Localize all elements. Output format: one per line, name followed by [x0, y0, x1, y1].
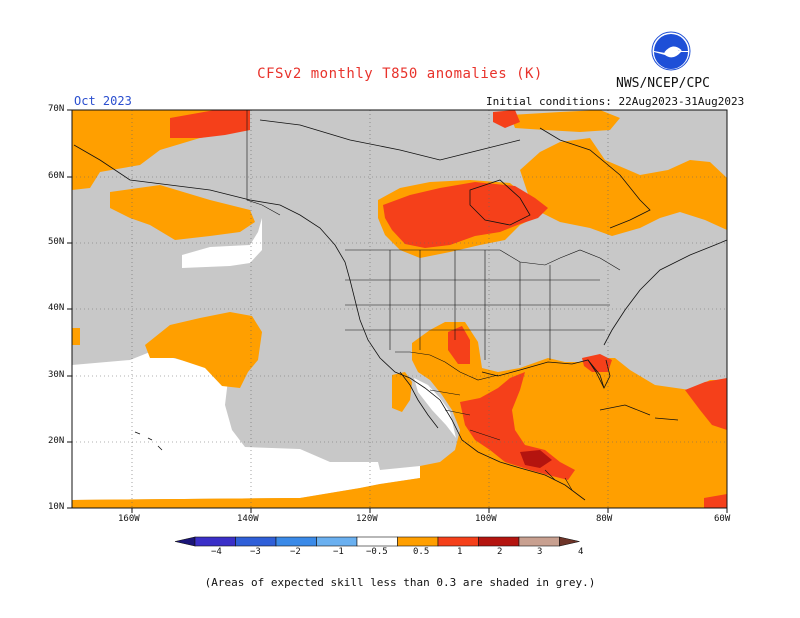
lon-label: 100W [475, 514, 497, 524]
red-canada-central [383, 182, 548, 248]
colorbar-tick-label: −2 [290, 547, 301, 557]
red-se-corner [704, 494, 727, 508]
orange-pacific-central [145, 312, 262, 388]
red-north-sea [493, 110, 520, 128]
orange-greenland-labrador [520, 138, 727, 236]
colorbar-tick-label: 2 [497, 547, 503, 557]
white-southwest-pacific [72, 352, 420, 500]
lat-label: 10N [48, 502, 65, 512]
red-alaska-north [170, 110, 250, 138]
colorbar-tick-label: 1 [457, 547, 463, 557]
footnote: (Areas of expected skill less than 0.3 a… [204, 576, 596, 589]
colorbar-segment [316, 536, 358, 547]
valid-month-label: Oct 2023 [74, 94, 132, 108]
colorbar-arrow-low [174, 536, 196, 547]
lon-label: 140W [237, 514, 259, 524]
initial-conditions-label: Initial conditions: 22Aug2023-31Aug2023 [486, 95, 745, 108]
hispaniola [654, 417, 679, 421]
colorbar-segment [478, 536, 520, 547]
lon-label: 160W [118, 514, 140, 524]
political-borders [246, 110, 621, 491]
darkred-regions [520, 450, 552, 468]
orange-pacific-strip [72, 498, 300, 508]
colorbar-tick-label: −0.5 [366, 547, 388, 557]
noaa-logo-icon [651, 31, 691, 71]
alaska-canada-border [246, 110, 281, 216]
colorbar-tick-label: 0.5 [413, 547, 430, 557]
lat-label: 30N [48, 370, 65, 380]
axis-ticks [67, 109, 728, 513]
lon-label: 120W [356, 514, 378, 524]
lat-label: 70N [48, 104, 65, 114]
white-regions [72, 218, 456, 500]
east-coast [603, 239, 728, 346]
white-baja [414, 378, 456, 438]
colorbar-segment [275, 536, 317, 547]
colorbar-tick-label: −3 [250, 547, 261, 557]
us-canada-border [345, 249, 621, 271]
florida [587, 359, 611, 389]
colorbar-arrow-high [559, 536, 580, 547]
lon-label: 80W [596, 514, 613, 524]
darkred-central-america [520, 450, 552, 468]
orange-greenland-north [510, 110, 620, 132]
hawaii [134, 431, 163, 451]
colorbar-segment [397, 536, 439, 547]
lat-label: 50N [48, 237, 65, 247]
organization-label: NWS/NCEP/CPC [616, 76, 710, 91]
us-mexico-border [395, 351, 499, 381]
lat-label: 20N [48, 436, 65, 446]
hudson-bay [469, 179, 531, 226]
orange-south-texas-gulf [72, 322, 727, 508]
gulf-coast [481, 359, 605, 389]
greenland-coast [539, 127, 651, 229]
chart-title: CFSv2 monthly T850 anomalies (K) [257, 66, 543, 82]
baja-coast [399, 371, 439, 429]
colorbar-segment [437, 536, 479, 547]
colorbar-tick-label: −4 [211, 547, 222, 557]
us-states-grid [345, 250, 610, 365]
colorbar-segment [235, 536, 277, 547]
mexico-states [429, 389, 501, 441]
red-texas [448, 326, 470, 364]
colorbar-segment [194, 536, 236, 547]
colorbar-tick-label: 3 [537, 547, 543, 557]
lat-label: 40N [48, 303, 65, 313]
colorbar-segments [174, 536, 580, 547]
cuba [599, 404, 651, 416]
orange-west-edge [72, 328, 80, 345]
lon-label: 60W [714, 514, 731, 524]
colorbar-tick-label: 4 [578, 547, 584, 557]
lat-label: 60N [48, 171, 65, 181]
orange-gulf-alaska [110, 185, 255, 240]
central-america-borders [544, 469, 573, 491]
colorbar-segment [518, 536, 560, 547]
colorbar-segment [356, 536, 398, 547]
canada-arctic [259, 119, 521, 161]
red-caribbean-east [685, 378, 727, 430]
red-florida [582, 354, 612, 372]
orange-baja-west [392, 372, 412, 412]
white-pacific-patch [182, 218, 262, 268]
colorbar-tick-label: −1 [333, 547, 344, 557]
